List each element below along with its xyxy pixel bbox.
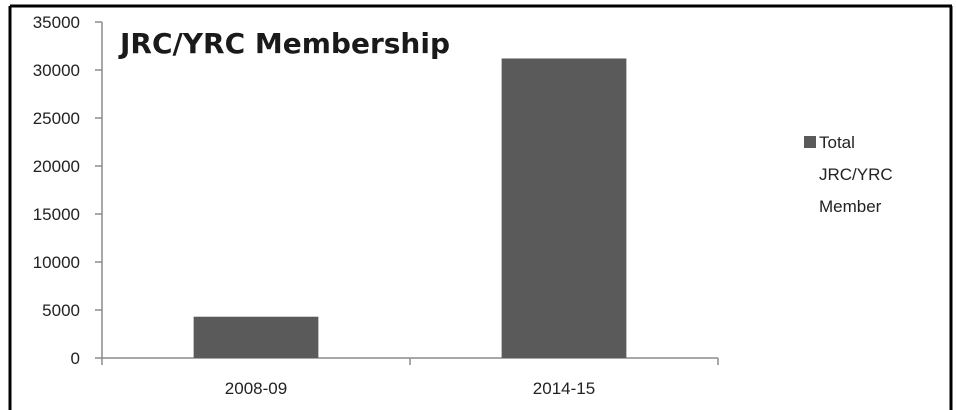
legend-label-line: JRC/YRC <box>819 165 893 184</box>
y-tick-label: 25000 <box>33 109 80 128</box>
y-axis: 0 5000 10000 15000 20000 25000 30000 35000 <box>33 13 103 368</box>
y-tick-label: 30000 <box>33 61 80 80</box>
legend: Total JRC/YRC Member <box>804 133 893 216</box>
legend-label-line: Total <box>819 133 855 152</box>
x-tick-label: 2008-09 <box>225 379 287 398</box>
legend-label-line: Member <box>819 197 882 216</box>
y-tick-label: 35000 <box>33 13 80 32</box>
bar-2014-15 <box>501 58 627 358</box>
x-axis: 2008-09 2014-15 <box>101 357 719 398</box>
chart-title: JRC/YRC Membership <box>118 27 450 60</box>
bar-2008-09 <box>193 316 319 358</box>
y-tick-label: 15000 <box>33 205 80 224</box>
legend-swatch <box>804 136 816 148</box>
y-tick-label: 10000 <box>33 253 80 272</box>
y-tick-label: 20000 <box>33 157 80 176</box>
y-tick-label: 0 <box>71 349 80 368</box>
y-tick-label: 5000 <box>42 301 80 320</box>
x-tick-label: 2014-15 <box>533 379 595 398</box>
bars <box>193 58 627 358</box>
